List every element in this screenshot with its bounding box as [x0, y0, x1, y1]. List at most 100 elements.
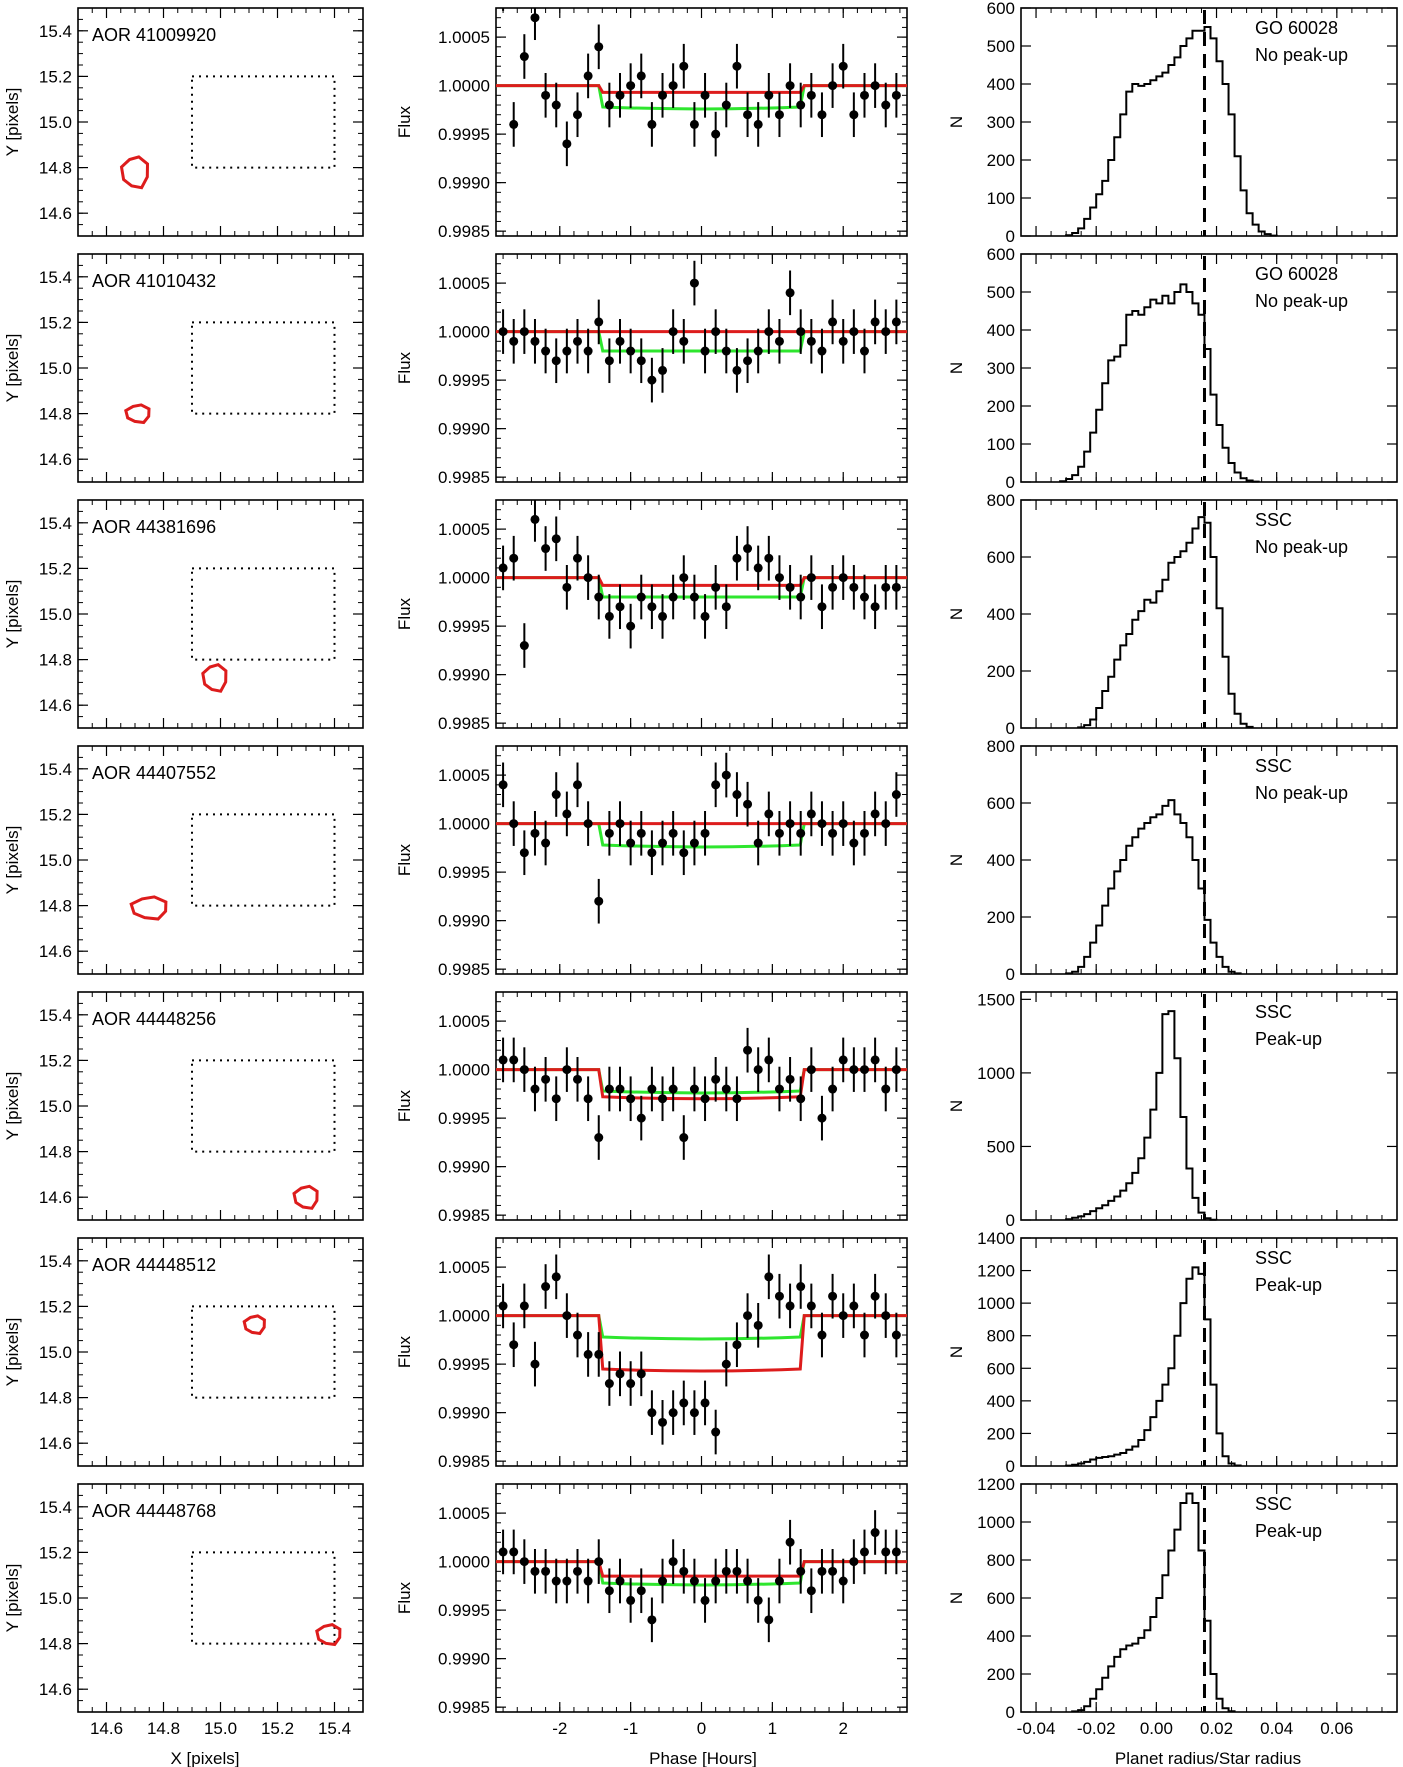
data-point: [647, 119, 657, 129]
data-point: [636, 356, 646, 366]
y-tick-label: 100: [987, 435, 1015, 454]
data-point: [753, 1065, 763, 1075]
data-point: [572, 1074, 582, 1084]
data-point: [530, 13, 540, 23]
x-tick-label: 0.04: [1260, 1719, 1293, 1738]
data-point: [594, 1133, 604, 1143]
y-tick-label: 800: [987, 491, 1015, 510]
program-label: SSC: [1255, 510, 1292, 530]
data-point: [679, 1398, 689, 1408]
y-axis-label: Flux: [395, 105, 414, 138]
data-point: [551, 1272, 561, 1282]
aor-label: AOR 44448256: [92, 1009, 216, 1029]
data-point: [658, 90, 668, 100]
data-point: [806, 90, 816, 100]
y-tick-label: 800: [987, 1327, 1015, 1346]
data-point: [870, 1055, 880, 1065]
data-point: [562, 1576, 572, 1586]
data-point: [668, 592, 678, 602]
y-tick-label: 0.9995: [438, 863, 490, 882]
histogram-axes-frame: [1020, 745, 1398, 975]
data-point: [721, 1084, 731, 1094]
flux-axes-frame: [495, 1237, 908, 1467]
data-point: [785, 1537, 795, 1547]
y-tick-label: 0.9985: [438, 468, 490, 487]
mode-label: No peak-up: [1255, 783, 1348, 803]
histogram-axes-frame: [1020, 1237, 1398, 1467]
position-panel: 14.6 14.8 15.0 15.2 15.4 14.6 14.8 15.0 15.2 15.4…: [3, 1483, 364, 1738]
y-tick-label: 14.6: [39, 450, 72, 469]
y-tick-label: 1.0005: [438, 274, 490, 293]
data-point: [806, 1065, 816, 1075]
mode-label: No peak-up: [1255, 291, 1348, 311]
centroid-contour: [315, 1623, 342, 1647]
data-point: [615, 602, 625, 612]
histogram-steps: [1059, 283, 1260, 483]
data-point: [870, 1291, 880, 1301]
y-tick-label: 600: [987, 0, 1015, 18]
data-point: [658, 1094, 668, 1104]
y-tick-label: 14.6: [39, 1434, 72, 1453]
data-point: [870, 81, 880, 91]
data-point: [668, 81, 678, 91]
y-tick-label: 0.9990: [438, 1404, 490, 1423]
position-panel: 14.6 14.8 15.0 15.2 15.4 AOR 44448256 Y [pixel…: [3, 991, 364, 1221]
data-point: [828, 1566, 838, 1576]
data-point: [689, 592, 699, 602]
data-point: [541, 1282, 551, 1292]
data-point: [796, 1566, 806, 1576]
data-point: [743, 1045, 753, 1055]
data-point: [796, 828, 806, 838]
data-point: [509, 819, 519, 829]
data-point: [519, 1557, 529, 1567]
data-point: [891, 1547, 901, 1557]
y-tick-label: 1.0005: [438, 1258, 490, 1277]
data-point: [551, 1094, 561, 1104]
x-tick-label: 1: [768, 1719, 777, 1738]
position-panel: 14.6 14.8 15.0 15.2 15.4 AOR 41010432 Y [pixel…: [3, 253, 364, 483]
y-tick-label: 600: [987, 245, 1015, 264]
data-point: [817, 602, 827, 612]
data-point: [721, 602, 731, 612]
data-point: [753, 838, 763, 848]
aor-label: AOR 44448768: [92, 1501, 216, 1521]
data-point: [551, 790, 561, 800]
data-point: [817, 1113, 827, 1123]
y-tick-label: 0.9985: [438, 960, 490, 979]
data-point: [881, 582, 891, 592]
data-point: [615, 336, 625, 346]
y-tick-label: 1000: [977, 1294, 1015, 1313]
data-point: [774, 573, 784, 583]
centroid-contour: [129, 895, 168, 921]
data-point: [859, 346, 869, 356]
y-tick-label: 1000: [977, 1513, 1015, 1532]
y-tick-label: 600: [987, 548, 1015, 567]
data-point: [817, 110, 827, 120]
data-point: [647, 1084, 657, 1094]
data-point: [498, 563, 508, 573]
y-tick-label: 0: [1006, 1457, 1015, 1476]
y-tick-label: 400: [987, 1392, 1015, 1411]
data-point: [764, 809, 774, 819]
y-tick-label: 200: [987, 908, 1015, 927]
data-point: [796, 1094, 806, 1104]
data-point: [870, 602, 880, 612]
y-tick-label: 1200: [977, 1475, 1015, 1494]
data-point: [881, 1084, 891, 1094]
y-tick-label: 15.0: [39, 359, 72, 378]
data-point: [541, 90, 551, 100]
mode-label: Peak-up: [1255, 1521, 1322, 1541]
histogram-steps: [1077, 516, 1254, 729]
aperture-box: [191, 321, 336, 415]
y-tick-label: 1.0000: [438, 1307, 490, 1326]
data-point: [796, 100, 806, 110]
data-point: [849, 110, 859, 120]
data-point: [668, 828, 678, 838]
data-point: [806, 1301, 816, 1311]
histogram-steps: [1065, 26, 1278, 237]
data-point: [541, 544, 551, 554]
data-point: [572, 1566, 582, 1576]
data-point: [806, 809, 816, 819]
y-tick-label: 14.8: [39, 651, 72, 670]
data-point: [891, 582, 901, 592]
